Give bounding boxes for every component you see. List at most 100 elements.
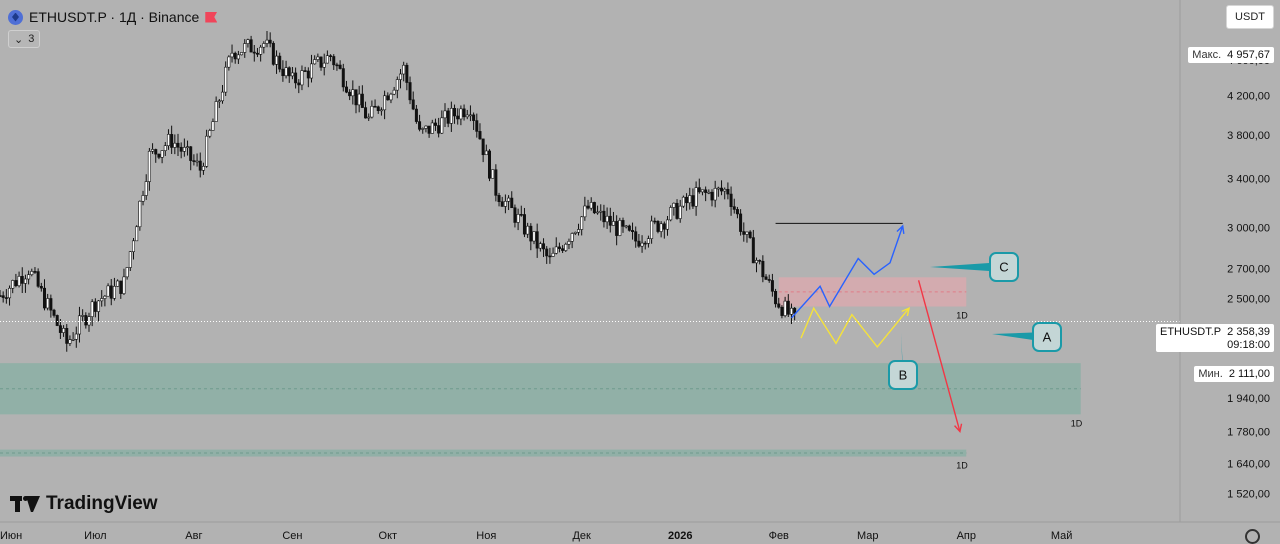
candle <box>402 61 406 82</box>
candle-body <box>11 280 15 289</box>
candle-body <box>491 169 495 179</box>
candle-body <box>17 276 21 287</box>
candle-body <box>265 39 269 44</box>
candle-body <box>55 315 59 326</box>
candle-body <box>777 303 781 308</box>
candle-body <box>160 150 164 158</box>
candle-body <box>637 240 641 247</box>
candle <box>23 274 27 293</box>
candle <box>329 54 333 62</box>
time-tick-label: Мар <box>857 530 879 542</box>
candle <box>392 86 396 96</box>
candle-body <box>443 110 447 119</box>
candle <box>739 209 743 236</box>
candle <box>65 324 69 352</box>
scenario-arrowhead <box>954 423 963 434</box>
candle-body <box>561 248 565 251</box>
candle-body <box>440 117 444 134</box>
candle-body <box>494 169 498 196</box>
candle-body <box>475 120 479 132</box>
candle-body <box>325 55 329 64</box>
candle-body <box>8 287 12 299</box>
candle-body <box>205 135 209 167</box>
candle <box>748 230 752 239</box>
candle <box>55 314 59 327</box>
candle <box>605 207 609 229</box>
candle <box>338 60 342 70</box>
candle <box>4 289 8 304</box>
candle <box>634 226 638 248</box>
flag-icon[interactable] <box>205 11 218 23</box>
candle-body <box>624 225 628 228</box>
candle-body <box>472 114 476 121</box>
symbol-title[interactable]: ETHUSDT.P · 1Д · Binance <box>29 9 200 25</box>
scenario-path <box>790 225 904 319</box>
candle-body <box>236 54 240 60</box>
candle <box>653 217 657 225</box>
tradingview-logo[interactable]: TradingView <box>10 493 158 514</box>
candle <box>81 309 85 322</box>
price-tick-label: 2 500,00 <box>1227 294 1270 306</box>
candle-body <box>249 39 253 53</box>
candle <box>109 279 113 306</box>
candle-body <box>74 333 78 340</box>
chevron-down-icon: ⌄ <box>14 33 24 46</box>
currency-button[interactable]: USDT <box>1226 5 1274 29</box>
candle <box>615 215 619 246</box>
candle <box>481 138 485 163</box>
callout-c: C <box>930 252 1019 282</box>
candle <box>596 205 600 215</box>
candle-body <box>615 221 619 236</box>
candle <box>290 67 294 80</box>
symbol-header[interactable]: ETHUSDT.P · 1Д · Binance <box>8 6 218 28</box>
candle <box>373 99 377 108</box>
candle-body <box>596 211 600 214</box>
candle-body <box>271 42 275 65</box>
candle-body <box>576 229 580 233</box>
ethereum-logo-icon <box>8 9 23 25</box>
candle-body <box>481 138 485 156</box>
candle-body <box>465 114 469 118</box>
candle-body <box>681 196 685 207</box>
candle-body <box>611 221 615 226</box>
candle <box>300 65 304 91</box>
candle-body <box>30 271 34 275</box>
candle <box>284 60 288 79</box>
candle-body <box>433 122 437 126</box>
candle <box>27 270 31 285</box>
candle <box>427 125 431 138</box>
callout-label: C <box>999 260 1008 275</box>
candle <box>561 245 565 254</box>
candle-body <box>484 150 488 156</box>
candle-body <box>764 276 768 280</box>
gear-icon[interactable] <box>1245 529 1260 544</box>
max-value: 4 957,67 <box>1227 49 1270 61</box>
candle-body <box>449 108 453 124</box>
candle <box>233 51 237 64</box>
candle <box>297 79 301 94</box>
candle-body <box>246 39 250 44</box>
candle-body <box>84 315 88 326</box>
candle-body <box>519 214 523 216</box>
candle <box>554 237 558 255</box>
candle <box>462 104 466 121</box>
candle <box>770 273 774 297</box>
callout-b: B <box>888 333 918 390</box>
candle-body <box>487 150 491 179</box>
candle-body <box>81 315 85 317</box>
candle-body <box>583 205 587 218</box>
candle <box>685 193 689 211</box>
candle-body <box>103 295 107 299</box>
candle <box>424 125 428 133</box>
candle-body <box>132 240 136 252</box>
candle <box>357 85 361 113</box>
candle <box>405 62 409 91</box>
candle-body <box>294 72 298 84</box>
candle-body <box>303 70 307 72</box>
indicator-toggle[interactable]: ⌄ 3 <box>8 30 41 48</box>
candle-body <box>27 274 31 280</box>
candle <box>637 233 641 248</box>
candle-body <box>221 91 225 102</box>
candle <box>265 30 269 48</box>
